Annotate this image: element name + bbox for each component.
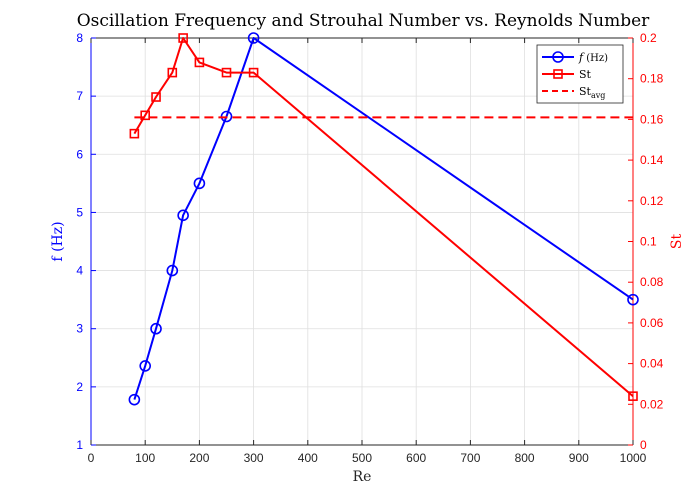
- legend-label-main: St: [579, 85, 592, 98]
- chart-title: Oscillation Frequency and Strouhal Numbe…: [77, 11, 650, 31]
- x-tick-label: 400: [298, 451, 318, 465]
- series-1-point: [221, 67, 232, 78]
- y-right-tick-label: 0.02: [640, 397, 664, 411]
- series-1-point: [628, 391, 638, 401]
- series-1-point: [248, 67, 259, 78]
- x-tick-label: 600: [406, 451, 426, 465]
- y-left-tick-label: 8: [76, 31, 83, 45]
- y-right-tick-label: 0.12: [640, 194, 664, 208]
- series-1-point: [194, 57, 205, 68]
- x-tick-label: 0: [88, 451, 95, 465]
- y-left-tick-label: 2: [76, 380, 83, 394]
- legend-label-2: Stavg: [579, 85, 605, 100]
- series-1-point: [129, 128, 140, 139]
- legend-label-1: St: [579, 68, 592, 81]
- series-0-point: [139, 360, 151, 372]
- y-right-tick-label: 0.04: [640, 357, 664, 371]
- series-1-point: [151, 92, 161, 102]
- y-left-tick-label: 3: [76, 322, 83, 336]
- series-1-point: [167, 67, 178, 78]
- series-line-1: [133, 37, 634, 397]
- y-right-tick-label: 0.14: [640, 153, 664, 167]
- x-tick-label: 900: [569, 451, 589, 465]
- series-0-point: [193, 177, 206, 190]
- y-left-tick-label: 6: [76, 147, 83, 161]
- x-tick-label: 100: [135, 451, 155, 465]
- series-0-point: [177, 209, 189, 222]
- x-tick-label: 300: [244, 451, 264, 465]
- series-line-0: [133, 37, 634, 400]
- y-left-tick-label: 4: [76, 264, 83, 278]
- y-right-tick-label: 0.06: [640, 316, 664, 330]
- y-left-tick-label: 7: [76, 89, 83, 103]
- series-0-point: [627, 293, 639, 306]
- legend-label-suffix: (Hz): [583, 53, 608, 64]
- series-1-point: [140, 110, 150, 121]
- x-tick-label: 800: [515, 451, 535, 465]
- y-right-tick-label: 0.18: [640, 72, 664, 86]
- y-left-tick-label: 5: [76, 205, 83, 219]
- legend-label-main: f: [578, 51, 585, 64]
- series-0-point: [150, 322, 162, 335]
- x-tick-label: 700: [460, 451, 480, 465]
- x-tick-label: 500: [352, 451, 372, 465]
- y-right-tick-label: 0.08: [640, 275, 664, 289]
- series-0-point: [166, 264, 179, 277]
- y-axis-right-label: St: [669, 234, 685, 250]
- legend-label-0: f (Hz): [578, 51, 608, 64]
- y-left-tick-label: 1: [76, 438, 83, 452]
- legend-label-subscript: avg: [591, 91, 605, 100]
- legend-label-main: St: [579, 68, 592, 81]
- x-axis-label: Re: [353, 469, 372, 485]
- y-right-tick-label: 0.2: [640, 31, 657, 45]
- series-1-point: [178, 33, 188, 43]
- y-right-tick-label: 0.1: [640, 235, 657, 249]
- legend-marker-1: [553, 69, 563, 79]
- y-axis-left-label: f (Hz): [50, 221, 66, 261]
- series-0-point: [128, 393, 141, 406]
- x-tick-label: 1000: [620, 451, 647, 465]
- legend-marker-0: [552, 51, 564, 63]
- y-right-tick-label: 0.16: [640, 112, 664, 126]
- x-tick-label: 200: [189, 451, 209, 465]
- series-0-point: [247, 32, 260, 44]
- y-right-tick-label: 0: [640, 438, 647, 452]
